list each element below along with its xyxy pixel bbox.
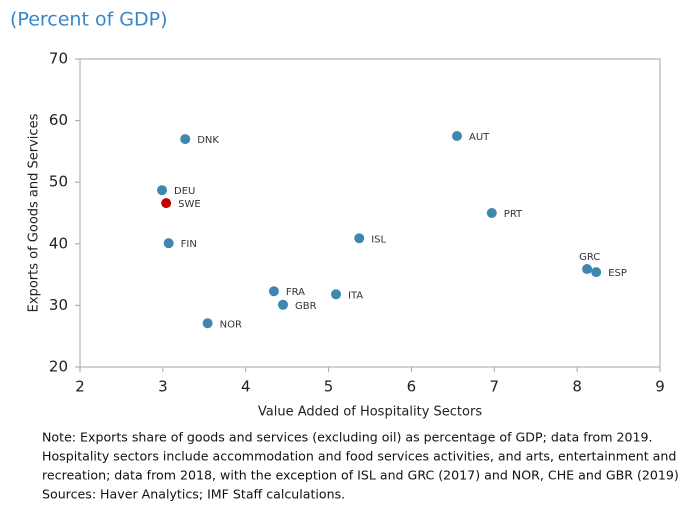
note-line: recreation; data from 2018, with the exc… bbox=[42, 468, 679, 483]
x-tick-label: 2 bbox=[75, 378, 85, 396]
point-label: AUT bbox=[469, 132, 490, 143]
point bbox=[278, 299, 288, 310]
point-label: FIN bbox=[181, 239, 197, 250]
point bbox=[452, 131, 462, 141]
note-line: Note: Exports share of goods and service… bbox=[42, 430, 653, 445]
x-tick-label: 9 bbox=[655, 378, 665, 396]
x-tick-label: 5 bbox=[324, 378, 334, 396]
x-tick-label: 4 bbox=[241, 378, 251, 396]
x-tick-label: 6 bbox=[407, 378, 417, 396]
point bbox=[202, 318, 213, 329]
point bbox=[157, 185, 168, 196]
point bbox=[331, 289, 342, 300]
note-line: Sources: Haver Analytics; IMF Staff calc… bbox=[42, 487, 345, 502]
y-tick-label: 60 bbox=[49, 111, 68, 129]
x-tick-label: 7 bbox=[490, 378, 500, 396]
y-axis-label: Exports of Goods and Services bbox=[27, 113, 42, 312]
y-tick-label: 40 bbox=[49, 234, 68, 252]
x-tick-label: 3 bbox=[158, 378, 168, 396]
point-label: NOR bbox=[220, 319, 242, 330]
x-tick-label: 8 bbox=[572, 378, 582, 396]
point bbox=[163, 238, 174, 249]
y-tick-label: 70 bbox=[49, 50, 68, 68]
x-axis-label: Value Added of Hospitality Sectors bbox=[258, 405, 482, 420]
point-label: FRA bbox=[286, 287, 305, 298]
y-tick-label: 50 bbox=[49, 173, 68, 191]
point bbox=[161, 198, 172, 209]
y-tick-label: 30 bbox=[49, 296, 68, 314]
point bbox=[582, 264, 593, 275]
y-tick-label: 20 bbox=[49, 358, 68, 376]
plot-frame bbox=[79, 58, 661, 368]
chart-title: (Percent of GDP) bbox=[10, 9, 168, 31]
note-line: Hospitality sectors include accommodatio… bbox=[42, 449, 676, 464]
point-label: DNK bbox=[197, 135, 219, 146]
point bbox=[268, 286, 279, 297]
point-label: PRT bbox=[504, 209, 523, 220]
point bbox=[486, 208, 497, 218]
point-label: SWE bbox=[178, 199, 201, 210]
point-label: ESP bbox=[608, 268, 627, 279]
point-label: GRC bbox=[579, 252, 600, 263]
point bbox=[354, 233, 365, 244]
point-label: ISL bbox=[371, 234, 386, 245]
point bbox=[180, 134, 191, 145]
point-label: DEU bbox=[174, 186, 195, 197]
point bbox=[591, 267, 602, 278]
point-label: ITA bbox=[348, 290, 363, 301]
point-label: GBR bbox=[295, 301, 317, 312]
